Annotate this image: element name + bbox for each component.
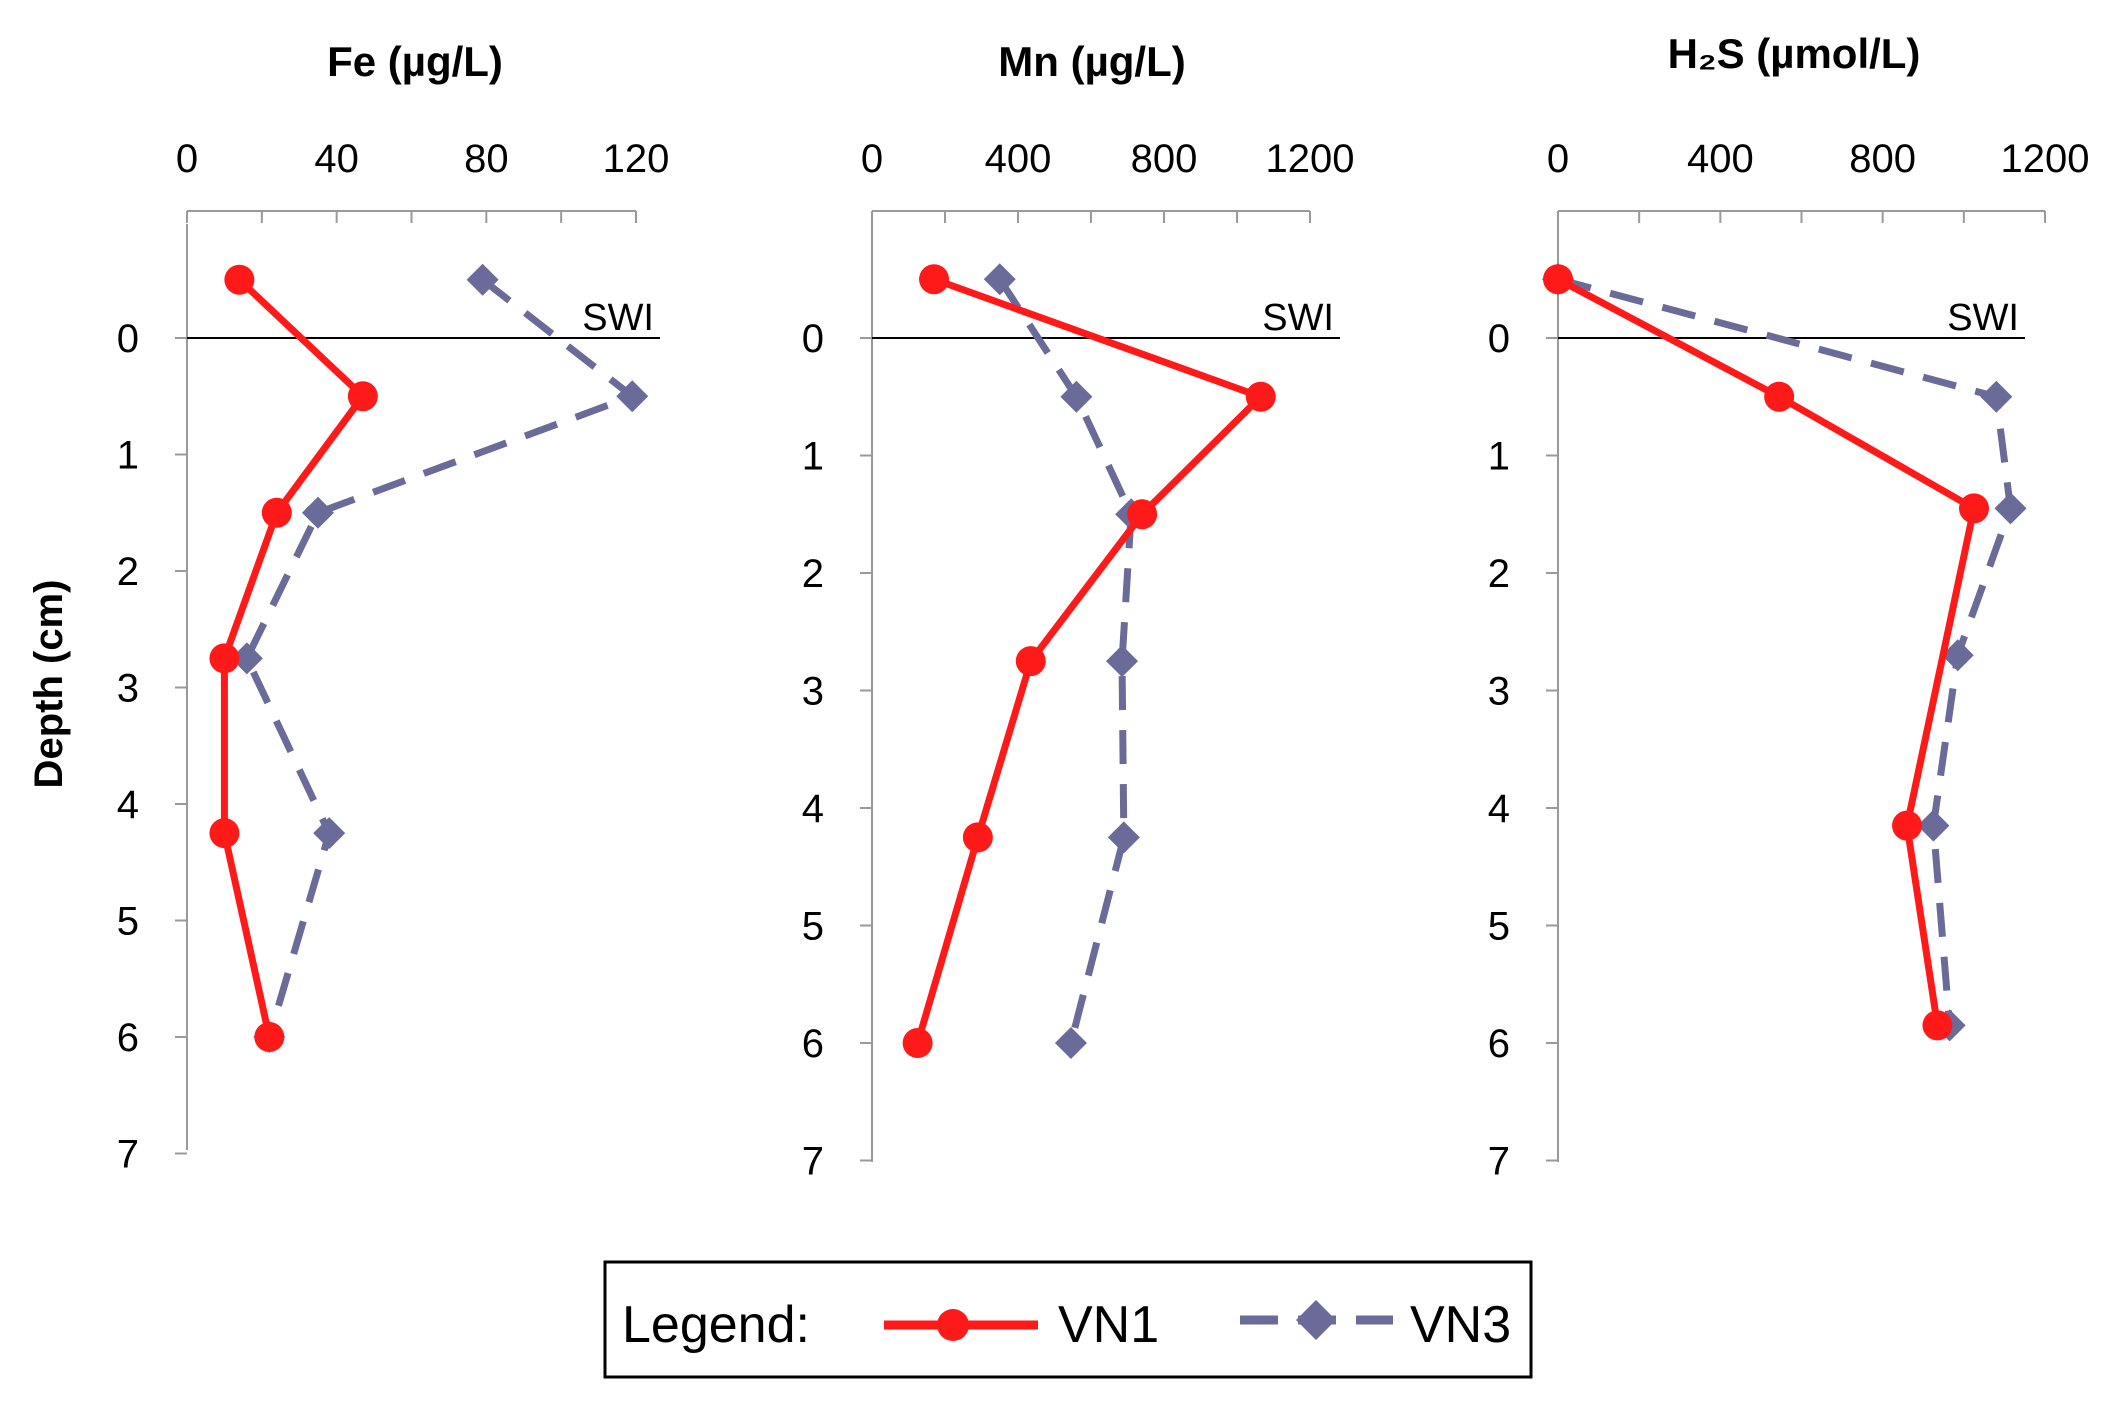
y-tick-label: 7 <box>802 1140 824 1184</box>
x-tick-label: 0 <box>861 137 883 181</box>
data-point-vn1 <box>261 497 292 528</box>
legend-title: Legend: <box>622 1296 810 1354</box>
x-tick-label: 400 <box>985 137 1052 181</box>
data-point-vn3 <box>230 642 263 675</box>
data-point-vn1 <box>1922 1010 1953 1041</box>
y-tick-label: 1 <box>1488 435 1510 479</box>
y-tick-label: 4 <box>802 787 824 831</box>
data-point-vn1 <box>347 381 378 412</box>
data-point-vn3 <box>1941 639 1974 672</box>
swi-label: SWI <box>1947 297 2019 339</box>
y-tick-label: 7 <box>1488 1140 1510 1184</box>
legend-marker-vn1 <box>937 1309 969 1341</box>
data-point-vn3 <box>616 380 649 413</box>
data-point-vn1 <box>1764 381 1795 412</box>
legend-marker-vn3 <box>1296 1300 1336 1340</box>
data-point-vn1 <box>209 818 240 849</box>
data-point-vn3 <box>301 496 334 529</box>
y-tick-label: 3 <box>117 667 139 711</box>
x-tick-label: 0 <box>176 137 198 181</box>
x-tick-label: 40 <box>314 137 359 181</box>
series-line-vn1 <box>220 277 367 1038</box>
swi-label: SWI <box>1262 297 1334 339</box>
data-point-vn3 <box>1054 1027 1087 1059</box>
y-tick-label: 6 <box>1488 1022 1510 1066</box>
data-point-vn3 <box>1917 809 1950 842</box>
chart-panel-3: H₂S (µmol/L) 0 400 800 1200 0 1 2 3 4 5 6 7 SWI <box>1488 30 2090 1184</box>
y-tick-label: 0 <box>117 317 139 361</box>
y-tick-label: 5 <box>1488 905 1510 949</box>
y-tick-label: 2 <box>117 550 139 594</box>
legend-label-vn1: VN1 <box>1058 1296 1159 1354</box>
series-line-vn3 <box>243 276 636 1038</box>
data-point-vn3 <box>1106 645 1139 678</box>
data-point-vn1 <box>1543 264 1573 295</box>
legend-label-vn3: VN3 <box>1410 1296 1511 1354</box>
chart-title: H₂S (µmol/L) <box>1668 30 1921 77</box>
y-tick-label: 2 <box>802 552 824 596</box>
y-tick-label: 1 <box>117 434 139 478</box>
chart-title: Fe (µg/L) <box>327 38 503 85</box>
swi-label: SWI <box>582 297 654 339</box>
legend: Legend: VN1 VN3 <box>603 1260 1533 1379</box>
y-tick-label: 4 <box>117 783 139 827</box>
data-point-vn3 <box>983 263 1016 296</box>
y-tick-label: 7 <box>117 1133 139 1177</box>
y-tick-label: 4 <box>1488 787 1510 831</box>
data-point-vn1 <box>1127 499 1158 530</box>
data-point-vn1 <box>209 643 240 674</box>
chart-title: Mn (µg/L) <box>998 38 1185 85</box>
series-line-vn3 <box>996 277 1135 1044</box>
data-point-vn3 <box>313 817 346 850</box>
y-tick-label: 3 <box>802 670 824 714</box>
x-tick-label: 80 <box>464 137 509 181</box>
x-tick-label: 400 <box>1687 137 1754 181</box>
data-point-vn1 <box>1958 493 1989 524</box>
data-point-vn1 <box>902 1028 933 1058</box>
y-tick-label: 0 <box>1488 317 1510 361</box>
y-tick-label: 5 <box>117 900 139 944</box>
y-tick-label: 2 <box>1488 552 1510 596</box>
y-tick-label: 5 <box>802 905 824 949</box>
x-tick-label: 120 <box>603 137 670 181</box>
chart-panel-2: Mn (µg/L) 0 400 800 1200 0 1 2 3 4 5 6 7 SWI <box>802 38 1355 1184</box>
x-tick-label: 1200 <box>2001 137 2090 181</box>
data-point-vn1 <box>1892 810 1923 841</box>
data-point-vn1 <box>1015 646 1046 677</box>
y-axis-label: Depth (cm) <box>27 580 71 789</box>
data-point-vn1 <box>224 264 255 295</box>
x-tick-label: 0 <box>1547 137 1569 181</box>
data-point-vn3 <box>1994 492 2027 525</box>
y-tick-label: 6 <box>117 1016 139 1060</box>
series-line-vn1 <box>914 275 1265 1044</box>
y-tick-label: 6 <box>802 1022 824 1066</box>
x-tick-label: 800 <box>1849 137 1916 181</box>
x-tick-label: 800 <box>1131 137 1198 181</box>
data-point-vn3 <box>1980 380 2013 413</box>
data-point-vn3 <box>1107 821 1140 854</box>
y-tick-label: 1 <box>802 435 824 479</box>
x-tick-label: 1200 <box>1266 137 1355 181</box>
y-tick-label: 3 <box>1488 670 1510 714</box>
series-line-vn3 <box>1557 275 2014 1026</box>
data-point-vn1 <box>1245 381 1276 412</box>
data-point-vn1 <box>962 822 993 853</box>
data-point-vn1 <box>254 1022 285 1052</box>
data-point-vn1 <box>919 264 950 295</box>
y-tick-label: 0 <box>802 317 824 361</box>
chart-panel-1: Fe (µg/L) 0 40 80 120 0 1 2 3 4 5 6 7 SWI <box>117 38 670 1177</box>
data-point-vn3 <box>466 263 499 296</box>
data-point-vn3 <box>1060 380 1093 413</box>
